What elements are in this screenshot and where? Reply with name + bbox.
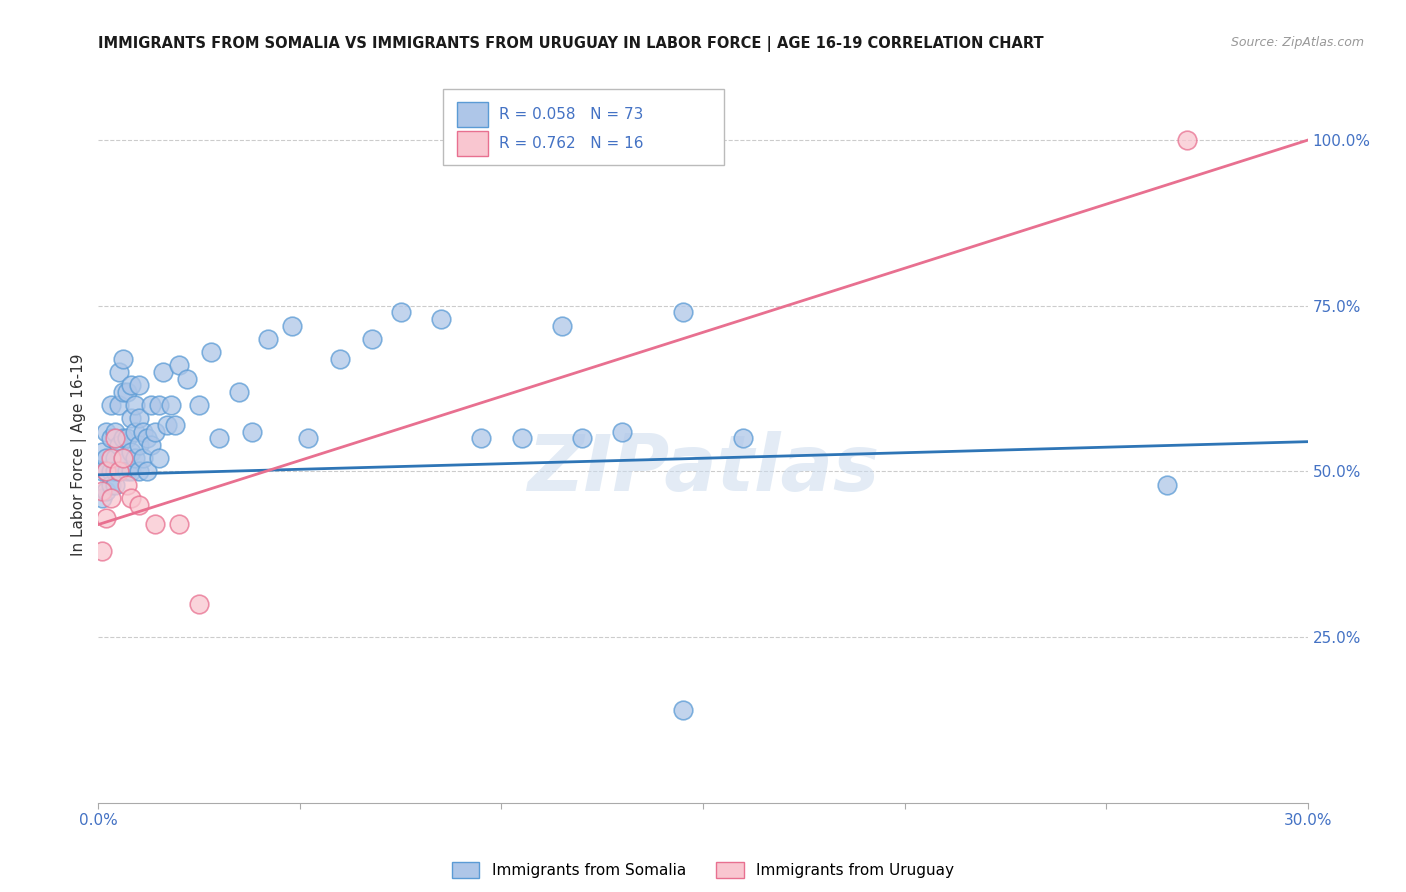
Text: R = 0.762   N = 16: R = 0.762 N = 16	[499, 136, 644, 151]
Point	[96, 484, 118, 499]
Point	[111, 384, 134, 399]
Point	[120, 491, 142, 505]
Point	[297, 431, 319, 445]
Point	[100, 431, 122, 445]
Point	[107, 438, 129, 452]
Point	[733, 431, 755, 445]
Point	[143, 425, 166, 439]
Point	[91, 465, 114, 479]
Legend: Immigrants from Somalia, Immigrants from Uruguay: Immigrants from Somalia, Immigrants from…	[444, 855, 962, 886]
Point	[389, 305, 412, 319]
Text: IMMIGRANTS FROM SOMALIA VS IMMIGRANTS FROM URUGUAY IN LABOR FORCE | AGE 16-19 CO: IMMIGRANTS FROM SOMALIA VS IMMIGRANTS FR…	[98, 36, 1045, 52]
Point	[107, 465, 129, 479]
Point	[103, 451, 125, 466]
Point	[91, 444, 114, 458]
Point	[148, 398, 170, 412]
Point	[256, 332, 278, 346]
Point	[115, 384, 138, 399]
Y-axis label: In Labor Force | Age 16-19: In Labor Force | Age 16-19	[72, 353, 87, 557]
Point	[115, 465, 138, 479]
Point	[1175, 133, 1198, 147]
Point	[208, 431, 231, 445]
Point	[124, 425, 146, 439]
Point	[672, 305, 695, 319]
Point	[135, 465, 157, 479]
Point	[120, 444, 142, 458]
Point	[139, 398, 162, 412]
Point	[139, 438, 162, 452]
Point	[135, 431, 157, 445]
Point	[470, 431, 492, 445]
Point	[148, 451, 170, 466]
Point	[510, 431, 533, 445]
Point	[176, 372, 198, 386]
Point	[100, 465, 122, 479]
Point	[281, 318, 304, 333]
Point	[143, 517, 166, 532]
Point	[612, 425, 634, 439]
Point	[103, 465, 125, 479]
Point	[128, 498, 150, 512]
Point	[115, 477, 138, 491]
Point	[111, 451, 134, 466]
Text: Source: ZipAtlas.com: Source: ZipAtlas.com	[1230, 36, 1364, 49]
Point	[188, 398, 211, 412]
Point	[156, 418, 179, 433]
Point	[115, 431, 138, 445]
Point	[672, 703, 695, 717]
Point	[228, 384, 250, 399]
Point	[91, 544, 114, 558]
Point	[107, 465, 129, 479]
Point	[167, 517, 190, 532]
Point	[430, 312, 453, 326]
Point	[128, 411, 150, 425]
Point	[551, 318, 574, 333]
Point	[103, 431, 125, 445]
Point	[100, 451, 122, 466]
Point	[124, 398, 146, 412]
Point	[120, 378, 142, 392]
Point	[96, 465, 118, 479]
Point	[240, 425, 263, 439]
Point	[103, 425, 125, 439]
Point	[107, 398, 129, 412]
Point	[160, 398, 183, 412]
Point	[128, 465, 150, 479]
Point	[96, 511, 118, 525]
Point	[167, 359, 190, 373]
Point	[152, 365, 174, 379]
Point	[91, 484, 114, 499]
Point	[103, 477, 125, 491]
Point	[111, 351, 134, 366]
Point	[132, 451, 155, 466]
Point	[124, 451, 146, 466]
Point	[1156, 477, 1178, 491]
Point	[132, 425, 155, 439]
Point	[128, 378, 150, 392]
Point	[111, 431, 134, 445]
Point	[128, 438, 150, 452]
Point	[329, 351, 352, 366]
Point	[361, 332, 384, 346]
Point	[96, 451, 118, 466]
Point	[120, 465, 142, 479]
Point	[107, 365, 129, 379]
Point	[120, 411, 142, 425]
Point	[163, 418, 186, 433]
Point	[200, 345, 222, 359]
Point	[571, 431, 593, 445]
Text: R = 0.058   N = 73: R = 0.058 N = 73	[499, 107, 644, 121]
Point	[100, 477, 122, 491]
Point	[188, 597, 211, 611]
Text: ZIPatlas: ZIPatlas	[527, 431, 879, 507]
Point	[96, 465, 118, 479]
Point	[111, 451, 134, 466]
Point	[100, 491, 122, 505]
Point	[100, 398, 122, 412]
Point	[91, 491, 114, 505]
Point	[96, 425, 118, 439]
